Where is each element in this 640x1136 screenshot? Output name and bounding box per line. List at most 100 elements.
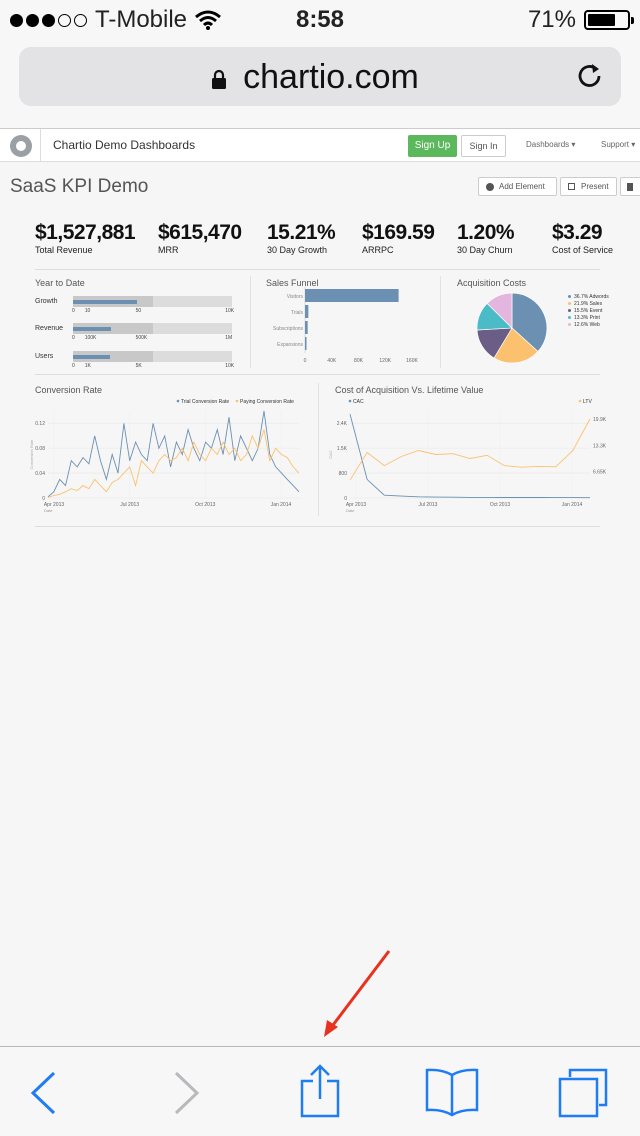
ytd-value-bar	[73, 327, 112, 331]
x-tick-label: Oct 2013	[490, 502, 511, 508]
pie-slice	[493, 327, 539, 364]
x-tick-label: Jan 2014	[562, 502, 583, 508]
signal-strength-icon	[10, 13, 87, 27]
legend-dot	[568, 302, 571, 306]
back-chevron-icon[interactable]	[28, 1071, 58, 1115]
support-menu[interactable]: Support ▾	[601, 140, 636, 149]
sign-in-button[interactable]: Sign In	[461, 135, 506, 157]
pie-legend-item: 15.5% Event	[568, 308, 609, 315]
tabs-icon[interactable]	[556, 1067, 610, 1119]
legend-dot	[568, 309, 571, 313]
funnel-x-tick: 40K	[327, 358, 337, 364]
legend-dot	[568, 323, 571, 327]
x-tick-label: Jul 2013	[120, 502, 139, 508]
y2-tick-label: 13.3K	[593, 443, 607, 449]
kpi-cost-of-service: $3.29 Cost of Service	[552, 221, 613, 255]
legend-label: 13.3% Print	[574, 315, 600, 321]
web-content: Chartio Demo Dashboards Sign Up Sign In …	[0, 128, 640, 1046]
sales-funnel-chart: Visitors Trials Subscriptions Expansions 0 40…	[273, 287, 418, 364]
legend-dot	[578, 399, 582, 403]
sign-up-button[interactable]: Sign Up	[408, 135, 457, 157]
funnel-x-tick: 160K	[406, 358, 418, 364]
chartio-logo[interactable]	[10, 135, 32, 157]
plus-circle-icon	[486, 183, 494, 191]
dashboards-menu[interactable]: Dashboards ▾	[526, 140, 576, 149]
ytd-tick-label: 500K	[135, 335, 148, 341]
dashboard-title: SaaS KPI Demo	[10, 176, 149, 197]
panel-title-conversion-rate: Conversion Rate	[35, 385, 103, 395]
funnel-bar	[305, 289, 399, 302]
export-button[interactable]	[620, 177, 640, 196]
y-tick-label: 0	[42, 496, 45, 502]
kpi-value: $615,470	[158, 221, 242, 244]
funnel-x-tick: 0	[304, 358, 307, 364]
ytd-tick-label: 5K	[135, 363, 142, 369]
forward-chevron-icon[interactable]	[172, 1071, 202, 1115]
kpi-growth: 15.21% 30 Day Growth	[267, 221, 336, 255]
kpi-value: 15.21%	[267, 221, 336, 244]
legend-label: 36.7% Adwords	[574, 294, 609, 300]
y-axis-label: CAC	[328, 450, 333, 459]
funnel-x-tick: 120K	[379, 358, 391, 364]
kpi-label: Total Revenue	[35, 245, 93, 255]
browser-toolbar	[0, 1046, 640, 1136]
address-bar[interactable]: chartio.com	[19, 47, 621, 106]
x-tick-label: Jan 2014	[271, 502, 292, 508]
panel-title-cac-vs-ltv: Cost of Acquisition Vs. Lifetime Value	[335, 385, 484, 395]
ytd-tick-label: 10	[84, 308, 91, 314]
site-title[interactable]: Chartio Demo Dashboards	[53, 138, 196, 152]
legend-label: Paying Conversion Rate	[240, 399, 294, 405]
y2-tick-label: 19.9K	[593, 417, 607, 423]
battery-area: 71%	[528, 6, 634, 34]
funnel-bar	[305, 305, 309, 318]
divider	[35, 374, 600, 375]
pie-legend: 36.7% Adwords 21.9% Sales 15.5% Event 13.3%…	[568, 294, 609, 329]
x-tick-label: Oct 2013	[195, 502, 216, 508]
pie-legend-item: 13.3% Print	[568, 315, 609, 322]
kpi-label: ARRPC	[362, 245, 394, 255]
legend-dot	[348, 399, 352, 403]
url-text: chartio.com	[243, 58, 419, 96]
y-tick-label: 800	[339, 471, 348, 477]
present-button[interactable]: Present	[560, 177, 617, 196]
panel-title-year-to-date: Year to Date	[35, 278, 85, 288]
add-element-label: Add Element	[499, 182, 545, 191]
legend-label: Trial Conversion Rate	[181, 399, 229, 405]
kpi-value: $3.29	[552, 221, 603, 244]
y-tick-label: 2.4K	[337, 421, 348, 427]
fullscreen-icon	[568, 183, 575, 190]
kpi-mrr: $615,470 MRR	[158, 221, 242, 255]
funnel-category-label: Visitors	[287, 294, 304, 300]
legend-dot	[176, 399, 180, 403]
kpi-value: $1,527,881	[35, 221, 136, 244]
annotation-arrow	[324, 950, 391, 1037]
site-navbar: Chartio Demo Dashboards Sign Up Sign In …	[0, 129, 640, 162]
y-tick-label: 1.5K	[337, 446, 348, 452]
add-element-button[interactable]: Add Element	[478, 177, 557, 196]
kpi-label: Cost of Service	[552, 245, 614, 255]
legend-dot	[568, 295, 571, 299]
y2-tick-label: 6.65K	[593, 470, 607, 476]
x-tick-label: Jul 2013	[419, 502, 438, 508]
kpi-value: $169.59	[362, 221, 435, 244]
legend-dot	[568, 316, 571, 320]
funnel-category-label: Expansions	[277, 342, 303, 348]
acquisition-costs-pie	[476, 292, 548, 364]
funnel-category-label: Subscriptions	[273, 326, 304, 332]
ytd-value-bar	[73, 300, 137, 304]
bookmarks-icon[interactable]	[424, 1067, 480, 1117]
y-tick-label: 0	[344, 496, 347, 502]
ytd-row-label: Growth	[35, 298, 58, 305]
divider	[35, 269, 600, 270]
ytd-range-mid	[73, 351, 153, 362]
kpi-label: MRR	[158, 245, 179, 255]
kpi-value: 1.20%	[457, 221, 515, 244]
pie-legend-item: 21.9% Sales	[568, 301, 609, 308]
lock-icon	[212, 69, 226, 89]
panel-title-acquisition-costs: Acquisition Costs	[457, 278, 527, 288]
y-tick-label: 0.04	[35, 471, 45, 477]
pie-slice	[486, 292, 513, 329]
legend-label: 12.6% Web	[574, 322, 600, 328]
share-icon[interactable]	[298, 1063, 342, 1119]
reload-icon[interactable]	[575, 61, 605, 91]
